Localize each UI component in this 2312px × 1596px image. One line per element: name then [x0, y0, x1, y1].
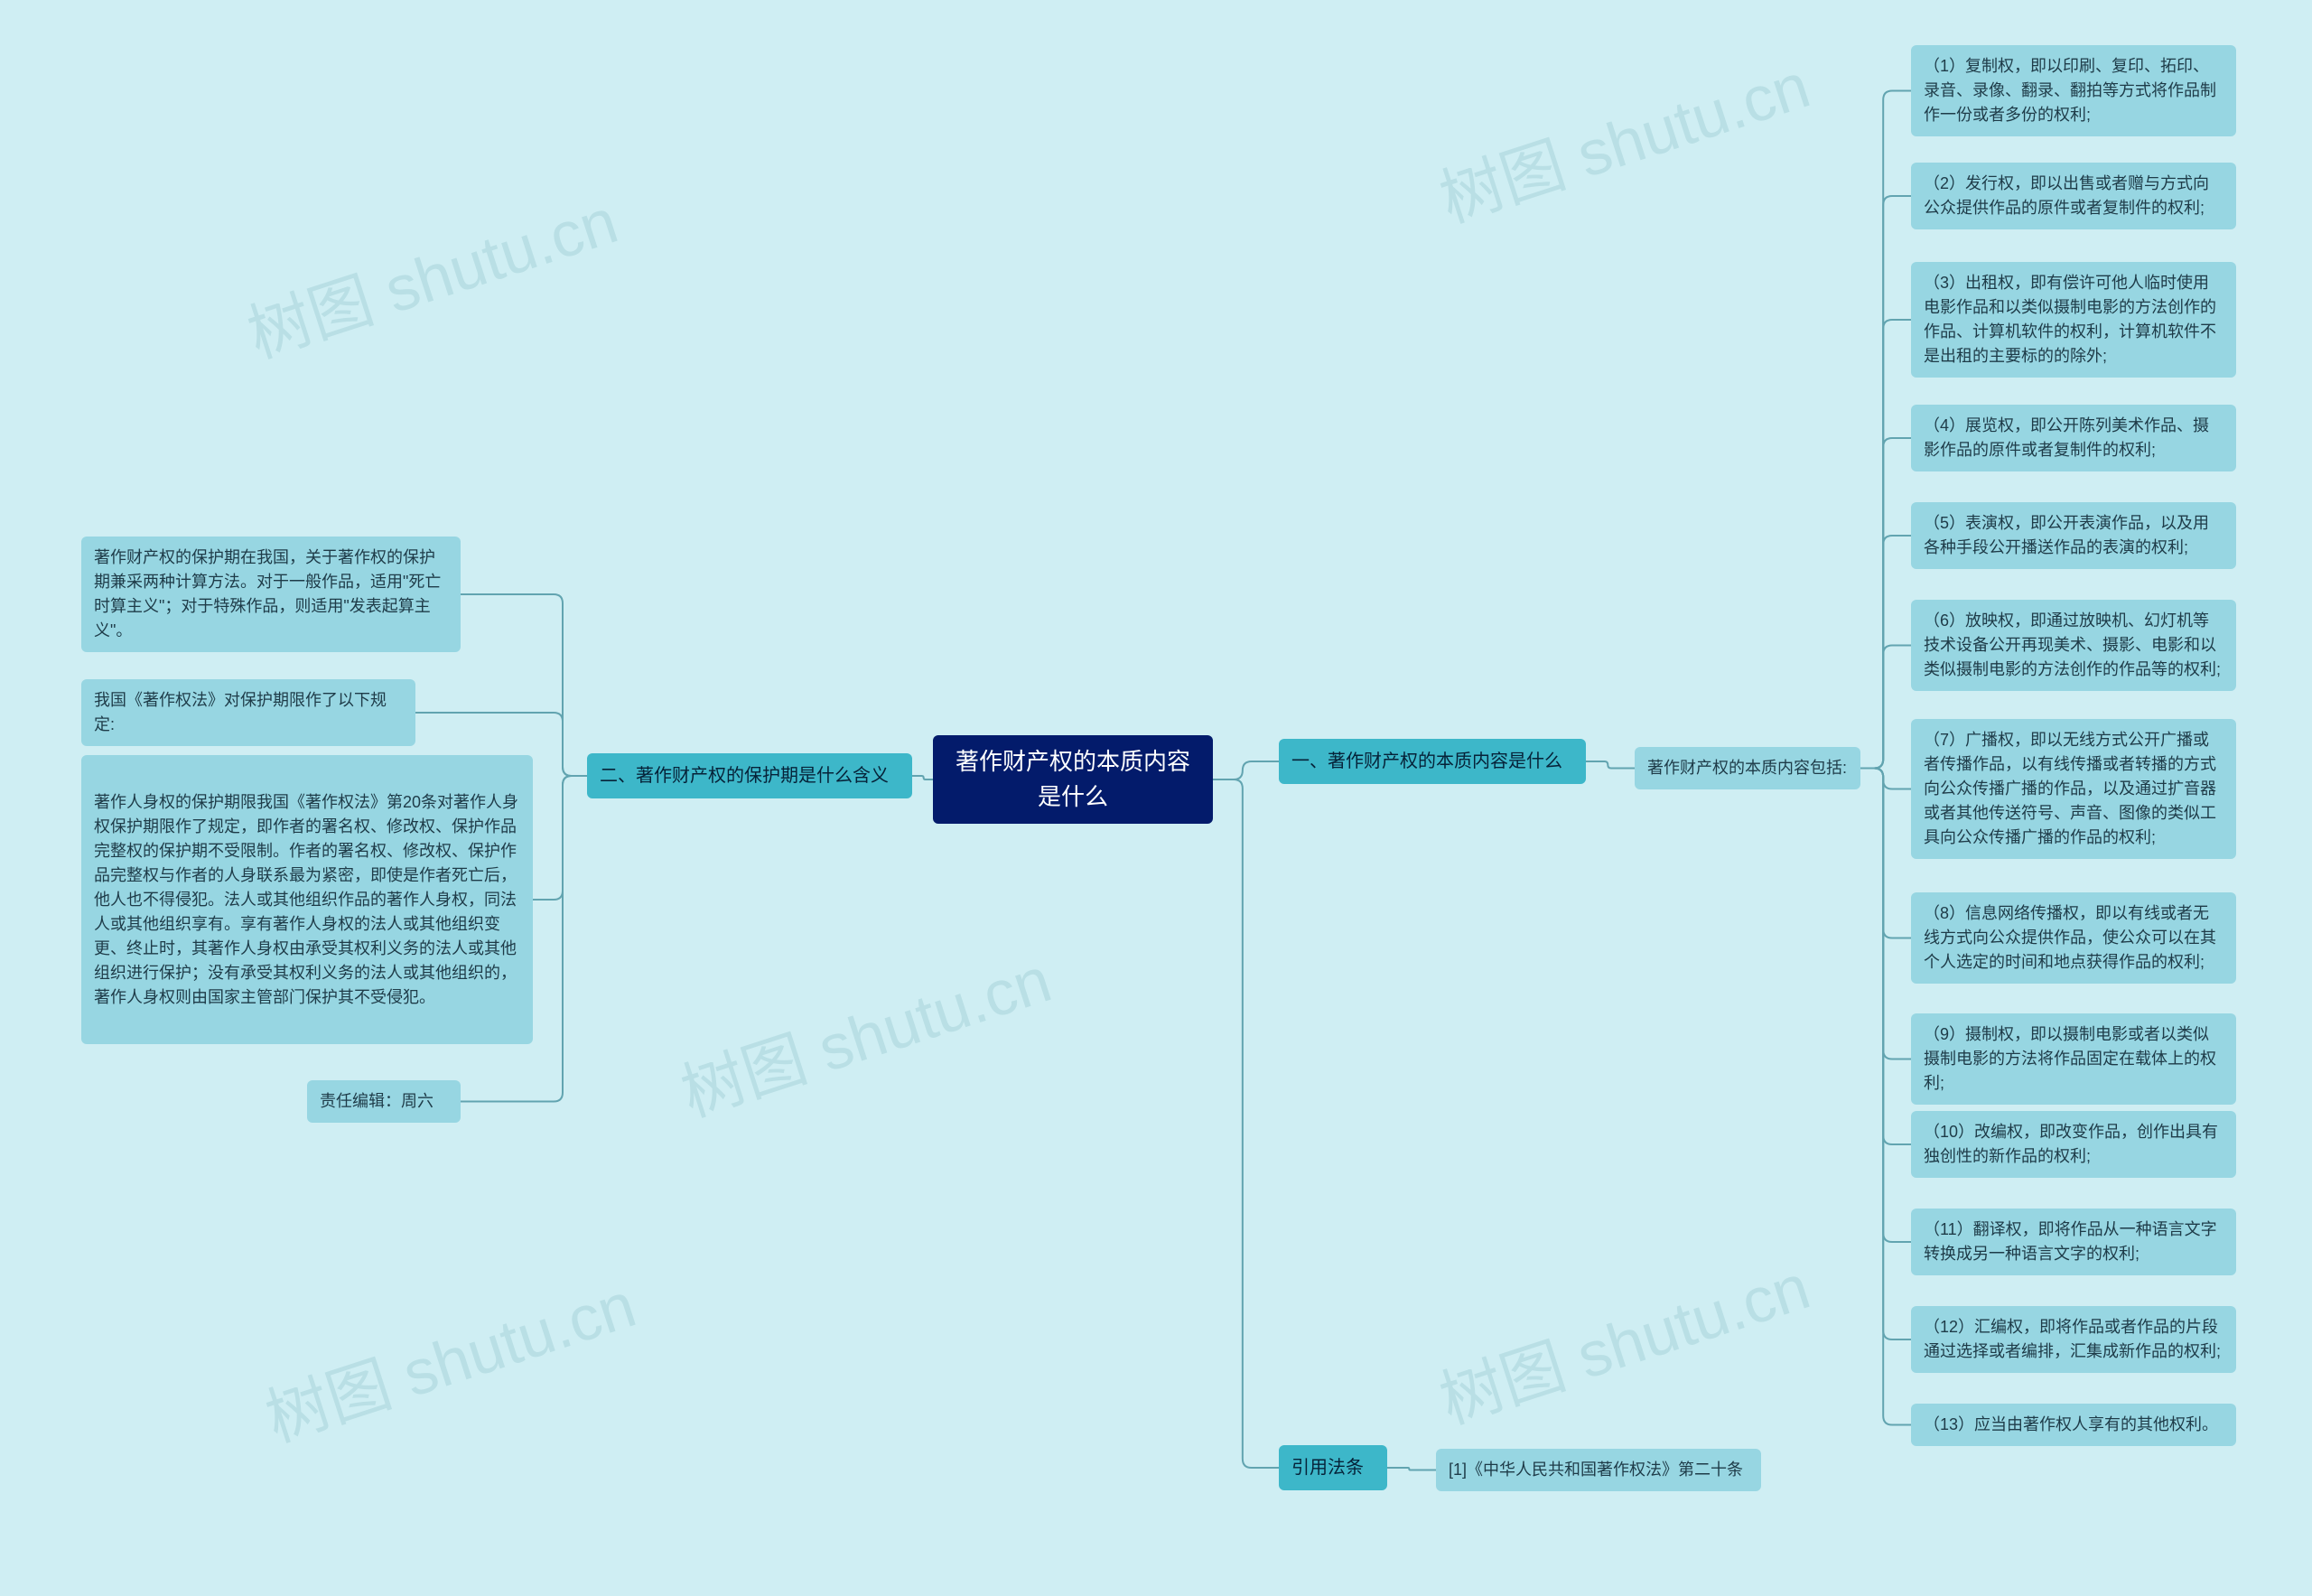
watermark: 树图 shutu.cn — [1427, 1237, 1820, 1442]
node-n1[interactable]: （1）复制权，即以印刷、复印、拓印、录音、录像、翻录、翻拍等方式将作品制作一份或… — [1911, 45, 2236, 136]
node-n11[interactable]: （11）翻译权，即将作品从一种语言文字转换成另一种语言文字的权利; — [1911, 1209, 2236, 1275]
node-b1a[interactable]: 著作财产权的本质内容包括: — [1635, 747, 1860, 789]
node-b1[interactable]: 一、著作财产权的本质内容是什么 — [1279, 739, 1586, 784]
node-n5[interactable]: （5）表演权，即公开表演作品，以及用各种手段公开播送作品的表演的权利; — [1911, 502, 2236, 569]
connector — [1586, 761, 1635, 769]
connector — [1860, 769, 1911, 1243]
node-n6[interactable]: （6）放映权，即通过放映机、幻灯机等技术设备公开再现美术、摄影、电影和以类似摄制… — [1911, 600, 2236, 691]
connector — [1860, 536, 1911, 769]
node-n12[interactable]: （12）汇编权，即将作品或者作品的片段通过选择或者编排，汇集成新作品的权利; — [1911, 1306, 2236, 1373]
node-n13[interactable]: （13）应当由著作权人享有的其他权利。 — [1911, 1404, 2236, 1446]
node-b3[interactable]: 引用法条 — [1279, 1445, 1387, 1490]
connector — [461, 594, 587, 776]
node-n8[interactable]: （8）信息网络传播权，即以有线或者无线方式向公众提供作品，使公众可以在其个人选定… — [1911, 892, 2236, 984]
mindmap-canvas: 树图 shutu.cn树图 shutu.cn树图 shutu.cn树图 shut… — [0, 0, 2312, 1596]
node-l3[interactable]: 著作人身权的保护期限我国《著作权法》第20条对著作人身权保护期限作了规定，即作者… — [81, 755, 533, 1044]
node-n9[interactable]: （9）摄制权，即以摄制电影或者以类似摄制电影的方法将作品固定在载体上的权利; — [1911, 1013, 2236, 1105]
connector — [1860, 438, 1911, 769]
connector — [1213, 761, 1279, 779]
connector — [1860, 646, 1911, 769]
connector — [1860, 196, 1911, 769]
connector — [1860, 769, 1911, 1059]
node-l1[interactable]: 著作财产权的保护期在我国，关于著作权的保护期兼采两种计算方法。对于一般作品，适用… — [81, 537, 461, 652]
connector — [533, 776, 587, 900]
connector — [1387, 1468, 1436, 1470]
connector — [1213, 779, 1279, 1468]
connector — [1860, 769, 1911, 789]
watermark: 树图 shutu.cn — [235, 171, 628, 376]
connector — [1860, 769, 1911, 1145]
connector — [1860, 769, 1911, 938]
node-root[interactable]: 著作财产权的本质内容是什么 — [933, 735, 1213, 824]
node-n3[interactable]: （3）出租权，即有偿许可他人临时使用电影作品和以类似摄制电影的方法创作的作品、计… — [1911, 262, 2236, 378]
connector — [1860, 769, 1911, 1340]
node-n4[interactable]: （4）展览权，即公开陈列美术作品、摄影作品的原件或者复制件的权利; — [1911, 405, 2236, 471]
node-l2[interactable]: 我国《著作权法》对保护期限作了以下规定: — [81, 679, 415, 746]
connector — [912, 776, 933, 779]
node-l4[interactable]: 责任编辑：周六 — [307, 1080, 461, 1123]
connector — [1860, 91, 1911, 769]
node-n10[interactable]: （10）改编权，即改变作品，创作出具有独创性的新作品的权利; — [1911, 1111, 2236, 1178]
node-b2[interactable]: 二、著作财产权的保护期是什么含义 — [587, 753, 912, 798]
watermark: 树图 shutu.cn — [253, 1255, 646, 1460]
watermark: 树图 shutu.cn — [1427, 35, 1820, 240]
connector — [1860, 769, 1911, 1425]
connector — [1860, 320, 1911, 769]
watermark: 树图 shutu.cn — [668, 929, 1061, 1134]
node-n2[interactable]: （2）发行权，即以出售或者赠与方式向公众提供作品的原件或者复制件的权利; — [1911, 163, 2236, 229]
node-cite[interactable]: [1]《中华人民共和国著作权法》第二十条 — [1436, 1449, 1761, 1491]
node-n7[interactable]: （7）广播权，即以无线方式公开广播或者传播作品，以有线传播或者转播的方式向公众传… — [1911, 719, 2236, 859]
